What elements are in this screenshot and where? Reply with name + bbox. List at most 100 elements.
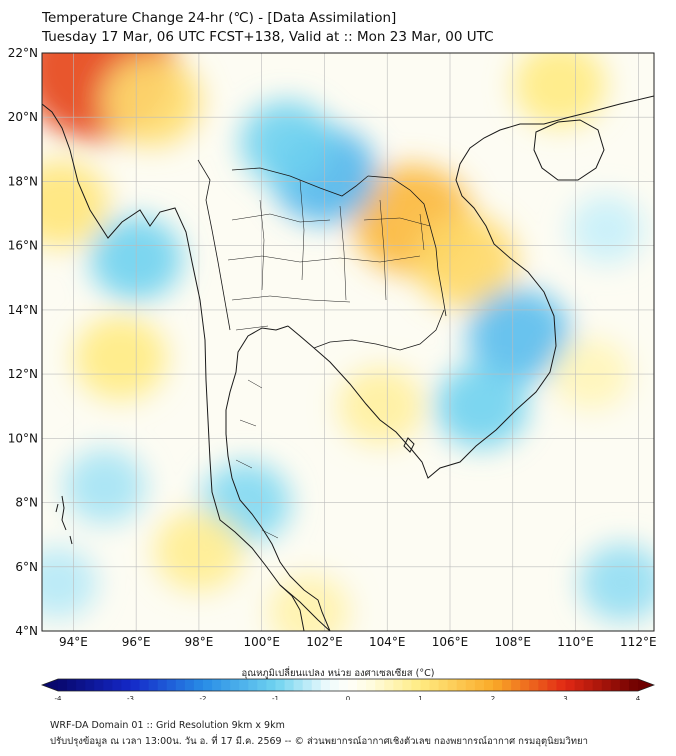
lon-label: 94°E (59, 635, 88, 649)
andaman-islands (55, 495, 73, 545)
model-info: WRF-DA Domain 01 :: Grid Resolution 9km … (50, 720, 285, 731)
colorbar-tick-label: 0 (346, 695, 350, 700)
lat-label: 10°N (8, 431, 38, 445)
colorbar-segment (266, 679, 277, 691)
colorbar-segment (284, 679, 295, 691)
colorbar-segment (193, 679, 204, 691)
anomaly-cell-6 (467, 288, 571, 383)
colorbar-tick-label: 2 (491, 695, 495, 700)
colorbar-segment (157, 679, 168, 691)
colorbar-segment (130, 679, 141, 691)
colorbar-segment (565, 679, 576, 691)
colorbar-segment (483, 679, 494, 691)
lat-label: 4°N (15, 624, 38, 638)
lat-label: 20°N (8, 110, 38, 124)
latitude-labels: 4°N 6°N 8°N 10°N 12°N 14°N 16°N 18°N 20°N 22°N (8, 46, 38, 638)
colorbar-segment (121, 679, 132, 691)
colorbar-segment (610, 679, 621, 691)
gulf-of-thailand-west-coast (225, 325, 331, 631)
colorbar-tick-label: 4 (636, 695, 641, 700)
colorbar-segment (574, 679, 585, 691)
lat-label: 8°N (15, 496, 38, 510)
colorbar-segment (465, 679, 476, 691)
anomaly-field (42, 53, 654, 631)
map-frame (41, 52, 655, 632)
map-title: Temperature Change 24-hr (℃) - [Data Ass… (42, 10, 397, 26)
colorbar-segment (538, 679, 548, 691)
colorbar-segment (420, 679, 431, 691)
colorbar-outline (41, 678, 655, 692)
thailand-cambodia-border (313, 309, 445, 351)
colorbar-segment (601, 679, 612, 691)
temperature-change-map: 4°N 6°N 8°N 10°N 12°N 14°N 16°N 18°N 20°N 22°N 94… (8, 46, 657, 700)
colorbar-segment (384, 679, 394, 691)
anomaly-cell-5 (240, 100, 333, 185)
colorbar-segment (592, 679, 603, 691)
colorbar-tick-label: -4 (55, 695, 63, 700)
lon-label: 100°E (243, 635, 280, 649)
colorbar-min-extend (42, 679, 58, 691)
anomaly-cell-10 (63, 449, 146, 524)
graticule (42, 53, 654, 631)
colorbar-segment (58, 679, 68, 691)
lat-label: 16°N (8, 239, 38, 253)
anomaly-cell-1 (102, 55, 202, 147)
anomaly-cell-11 (513, 53, 607, 128)
colorbar-segment (393, 679, 403, 691)
colorbar-tick-label: 3 (563, 695, 567, 700)
anomaly-cell-18 (267, 574, 350, 631)
colorbar-segment (429, 679, 440, 691)
phu-quoc-island (403, 437, 415, 453)
anomaly-cell-19 (42, 547, 97, 619)
lon-label: 104°E (369, 635, 406, 649)
colorbar-segment (438, 679, 449, 691)
colorbar-segment (85, 679, 95, 691)
colorbar-segment (166, 679, 177, 691)
colorbar-tick-label: -2 (200, 695, 207, 700)
colorbar-segment (402, 679, 413, 691)
colorbar-tick-labels: -4 -3 -2 -1 0 1 2 3 4 (55, 695, 641, 700)
colorbar-segment (320, 679, 331, 691)
lat-label: 22°N (8, 46, 38, 60)
colorbar-segment (221, 679, 231, 691)
colorbar-tick-label: 1 (418, 695, 422, 700)
colorbar-tick-label: -1 (272, 695, 279, 700)
lat-label: 18°N (8, 174, 38, 188)
colorbar-segment (529, 679, 539, 691)
lon-label: 106°E (432, 635, 469, 649)
thailand-laos-border (231, 167, 369, 197)
anomaly-cell-20 (569, 195, 645, 264)
lon-label: 108°E (495, 635, 532, 649)
colorbar-max-extend (638, 679, 654, 691)
borneo-peninsula-tip (279, 584, 305, 631)
anomaly-cell-16 (579, 544, 654, 622)
myanmar-thailand-border (197, 159, 231, 331)
anomaly-cell-15 (74, 316, 167, 401)
colorbar-segment (619, 679, 630, 691)
colorbar (41, 678, 655, 692)
colorbar-segment (175, 679, 186, 691)
colorbar-segment (212, 679, 222, 691)
colorbar-segment (366, 679, 376, 691)
colorbar-segment (628, 679, 639, 691)
map-plot-area (41, 52, 655, 632)
colorbar-segment (311, 679, 322, 691)
lat-label: 12°N (8, 367, 38, 381)
credit-line: ปรับปรุงข้อมูล ณ เวลา 13:00น. วัน อ. ที่… (50, 736, 588, 747)
colorbar-segment (375, 679, 385, 691)
colorbar-segment (502, 679, 512, 691)
colorbar-segment (357, 679, 367, 691)
colorbar-tick-label: -3 (127, 695, 134, 700)
colorbar-segment (94, 679, 104, 691)
gulf-of-thailand-east-coast (287, 95, 654, 479)
colorbar-segment (293, 679, 304, 691)
colorbar-segment (583, 679, 594, 691)
provinces (227, 179, 431, 539)
colorbar-segment (411, 679, 422, 691)
colorbar-segment (302, 679, 313, 691)
coastlines (42, 95, 654, 631)
colorbar-segment (103, 679, 113, 691)
colorbar-segment (348, 679, 358, 691)
lat-label: 14°N (8, 303, 38, 317)
colorbar-segment (203, 679, 213, 691)
